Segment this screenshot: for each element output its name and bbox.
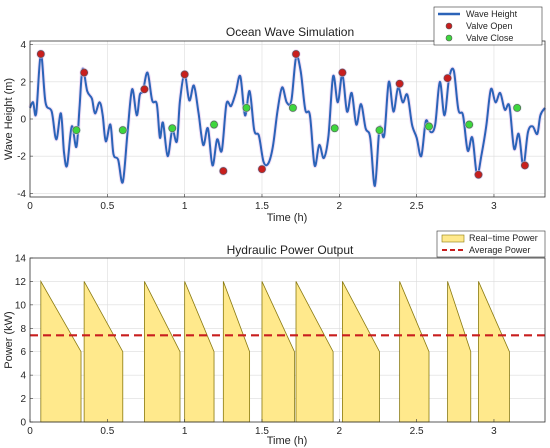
power-ytick-label: 10 bbox=[15, 300, 27, 311]
legend-close-swatch bbox=[445, 34, 453, 42]
power-axes-frame bbox=[29, 257, 546, 423]
power-legend: Real−time Power Average Power bbox=[436, 230, 546, 258]
valve-close-point bbox=[375, 126, 384, 135]
power-ytick-label: 2 bbox=[20, 394, 26, 405]
valve-close-point bbox=[168, 124, 177, 133]
wave-ytick-label: -4 bbox=[17, 189, 26, 200]
power-ytick-label: 14 bbox=[15, 254, 27, 265]
wave-legend: Wave Height Valve Open Valve Close bbox=[433, 6, 543, 46]
valve-close-point bbox=[72, 126, 81, 135]
valve-close-point bbox=[289, 103, 297, 112]
power-pulse bbox=[144, 281, 181, 423]
power-pulse bbox=[399, 281, 430, 423]
wave-ylabel: Wave Height (m) bbox=[3, 78, 15, 160]
power-ytick-label: 12 bbox=[15, 277, 27, 288]
valve-open-point bbox=[258, 165, 266, 174]
legend-power-label: Real−time Power bbox=[469, 233, 538, 243]
power-ytick-label: 6 bbox=[20, 347, 26, 358]
power-pulse bbox=[222, 281, 251, 423]
power-ytick-label: 0 bbox=[20, 418, 26, 429]
legend-wave-label: Wave Height bbox=[466, 9, 518, 19]
power-pulse bbox=[261, 281, 295, 423]
wave-xlabel: Time (h) bbox=[267, 212, 308, 224]
wave-xtick-label: 2 bbox=[337, 201, 343, 212]
valve-close-point bbox=[210, 120, 218, 129]
valve-open-point bbox=[338, 68, 347, 77]
power-title: Hydraulic Power Output bbox=[227, 243, 354, 257]
power-panel: Hydraulic Power Output 0 0.5 1 1.5 2 2.5 3 14 12… bbox=[3, 230, 546, 447]
power-pulse bbox=[40, 279, 82, 423]
wave-title: Ocean Wave Simulation bbox=[226, 25, 354, 39]
power-pulse bbox=[295, 281, 334, 423]
power-xtick-label: 0 bbox=[27, 426, 33, 437]
valve-close-point bbox=[330, 124, 339, 133]
valve-close-point bbox=[465, 120, 474, 129]
power-xlabel: Time (h) bbox=[267, 435, 308, 447]
valve-open-point bbox=[395, 79, 404, 88]
valve-open-point bbox=[180, 70, 189, 79]
power-ytick-label: 8 bbox=[20, 324, 26, 335]
valve-close-point bbox=[118, 126, 127, 135]
legend-open-swatch bbox=[445, 22, 453, 30]
valve-open-point bbox=[474, 170, 483, 179]
valve-close-point bbox=[242, 103, 251, 112]
wave-ytick-label: -2 bbox=[17, 152, 26, 163]
wave-xtick-label: 0.5 bbox=[100, 201, 114, 212]
valve-open-point bbox=[219, 167, 228, 175]
valve-open-point bbox=[520, 161, 529, 170]
legend-average-label: Average Power bbox=[469, 245, 530, 255]
legend-open-label: Valve Open bbox=[466, 21, 512, 31]
valve-close-point bbox=[513, 103, 522, 112]
valve-open-point bbox=[36, 50, 45, 58]
wave-xtick-label: 1 bbox=[182, 201, 188, 212]
power-pulse bbox=[184, 281, 215, 423]
power-xtick-label: 0.5 bbox=[100, 426, 114, 437]
wave-ytick-label: 2 bbox=[20, 77, 26, 88]
valve-open-point bbox=[80, 68, 89, 77]
power-pulse bbox=[447, 281, 472, 423]
valve-open-point bbox=[140, 85, 149, 94]
power-pulse bbox=[83, 281, 124, 423]
wave-xtick-label: 3 bbox=[491, 201, 497, 212]
legend-power-swatch bbox=[441, 234, 465, 243]
wave-panel: Ocean Wave Simulation 0 0.5 1 1.5 2 2.5 3 4 2 0 -2… bbox=[3, 6, 547, 224]
power-xtick-label: 2.5 bbox=[410, 426, 424, 437]
power-xtick-label: 1 bbox=[182, 426, 188, 437]
wave-ytick-label: 4 bbox=[20, 40, 26, 51]
power-pulse bbox=[342, 281, 380, 423]
power-xtick-label: 1.5 bbox=[255, 426, 269, 437]
power-xtick-label: 3 bbox=[491, 426, 497, 437]
power-xtick-label: 2 bbox=[337, 426, 343, 437]
valve-close-point bbox=[425, 122, 433, 131]
wave-height-line bbox=[29, 52, 546, 187]
power-ylabel: Power (kW) bbox=[3, 311, 15, 368]
wave-ytick-label: 0 bbox=[20, 115, 26, 126]
wave-xtick-label: 2.5 bbox=[410, 201, 424, 212]
wave-xtick-label: 0 bbox=[27, 201, 33, 212]
valve-open-point bbox=[292, 50, 300, 58]
wave-xtick-label: 1.5 bbox=[255, 201, 269, 212]
power-ytick-label: 4 bbox=[20, 371, 26, 382]
valve-open-point bbox=[443, 74, 452, 83]
legend-close-label: Valve Close bbox=[466, 33, 513, 43]
